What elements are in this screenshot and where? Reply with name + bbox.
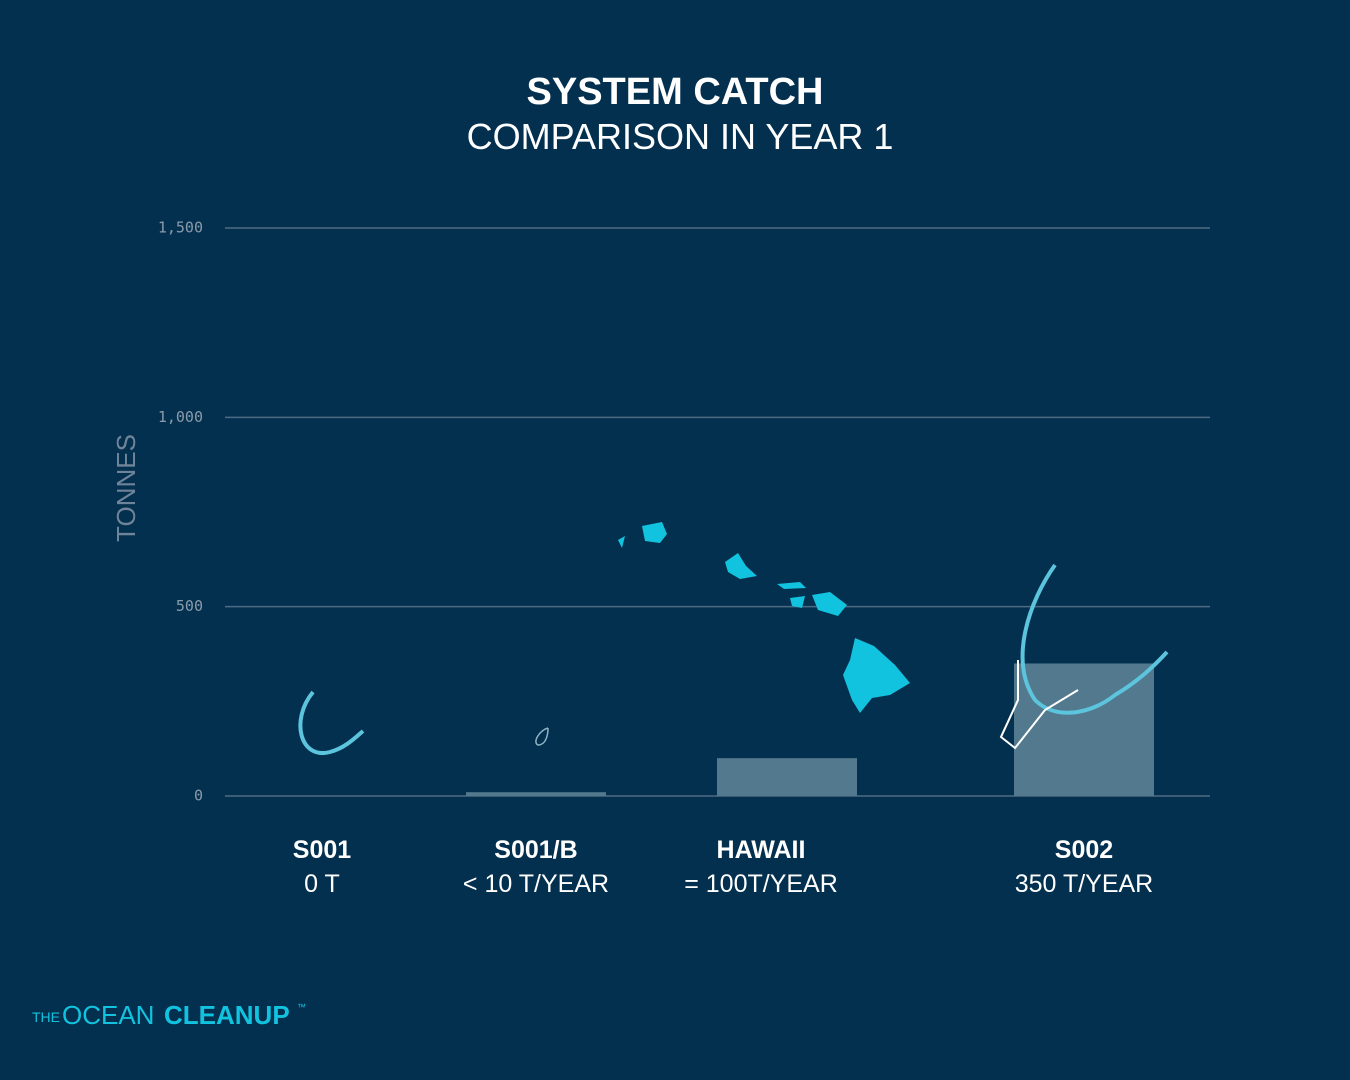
x-tick-label: S001: [293, 836, 351, 864]
value-label: 0 T: [304, 870, 340, 898]
x-tick-label: S001/B: [494, 836, 577, 864]
hawaii-islands: [618, 522, 910, 713]
chart-title: SYSTEM CATCH: [527, 71, 824, 113]
value-label: = 100T/YEAR: [684, 870, 838, 898]
value-label: < 10 T/YEAR: [463, 870, 609, 898]
s001b-illustration: [535, 727, 549, 746]
brand-prefix: THE: [32, 1009, 60, 1025]
x-tick-label: HAWAII: [717, 836, 806, 864]
chart-subtitle: COMPARISON IN YEAR 1: [467, 116, 894, 157]
bar: [466, 792, 606, 796]
x-tick-label: S002: [1055, 836, 1113, 864]
s002-illustration: [1020, 563, 1169, 715]
y-axis-label: TONNES: [111, 434, 141, 542]
trademark: ™: [297, 1002, 306, 1012]
s001-illustration: [298, 690, 365, 756]
y-tick-label: 0: [194, 787, 203, 805]
brand-bold: CLEANUP: [164, 1000, 290, 1030]
bar: [717, 758, 857, 796]
brand-light: OCEAN: [62, 1000, 154, 1030]
y-tick-label: 1,000: [158, 408, 203, 426]
value-label: 350 T/YEAR: [1015, 870, 1154, 898]
s002-funnel: [999, 660, 1079, 750]
y-tick-label: 1,500: [158, 219, 203, 237]
y-tick-label: 500: [176, 597, 203, 615]
